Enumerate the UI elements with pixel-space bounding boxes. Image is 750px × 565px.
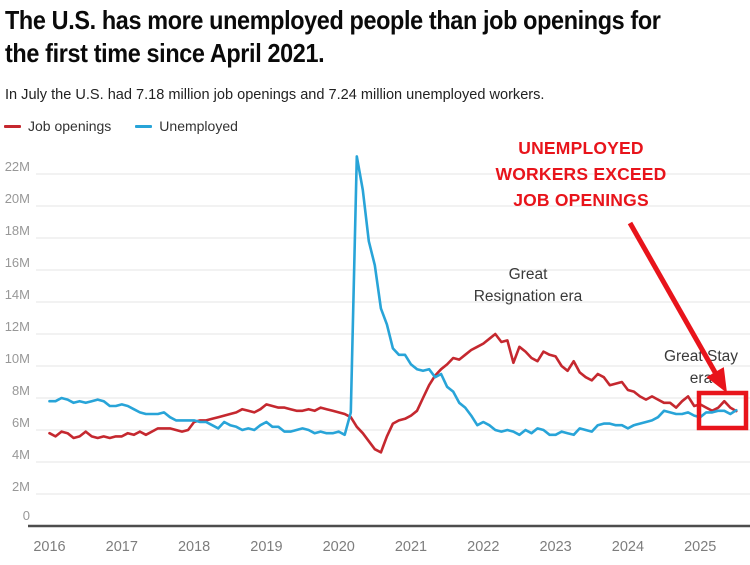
- y-tick-label: 14M: [5, 287, 30, 302]
- y-tick-label: 6M: [12, 415, 30, 430]
- line-unemployed: [48, 155, 738, 437]
- y-tick-label: 10M: [5, 351, 30, 366]
- unemployed-swatch: [135, 124, 153, 128]
- x-tick-label: 2016: [33, 539, 65, 555]
- callout-line1: UNEMPLOYED: [518, 140, 643, 158]
- line-job-openings: [48, 332, 738, 454]
- callout-line2: WORKERS EXCEED: [495, 164, 666, 184]
- callout-arrow-line: [627, 221, 719, 376]
- x-tick-label: 2025: [684, 539, 716, 555]
- legend-label-job-openings: Job openings: [28, 118, 112, 134]
- y-tick-label: 8M: [12, 383, 30, 398]
- y-tick-label: 18M: [5, 223, 30, 238]
- x-tick-label: 2022: [467, 539, 499, 555]
- legend-item-job-openings: Job openings: [4, 118, 111, 134]
- y-tick-label: 12M: [5, 319, 30, 334]
- highlight-box: [696, 390, 749, 431]
- x-tick-label: 2024: [612, 539, 644, 555]
- series-layer: [48, 155, 738, 454]
- callout-line3: JOB OPENINGS: [513, 190, 649, 210]
- y-tick-label: 16M: [5, 255, 30, 270]
- x-tick-label: 2020: [323, 539, 355, 555]
- y-tick-label: 20M: [5, 191, 30, 206]
- callout-arrow-head: [706, 367, 727, 393]
- y-axis-labels: 0 2M 4M 6M 8M 10M 12M 14M 16M 18M 20M 22M: [5, 159, 30, 523]
- x-tick-label: 2021: [395, 539, 427, 555]
- chart-area: 0 2M 4M 6M 8M 10M 12M 14M 16M 18M 20M 22M 2016 2017 2…: [0, 138, 750, 560]
- y-tick-label: 4M: [12, 447, 30, 462]
- title-line-2: the first time since April 2021.: [5, 38, 325, 68]
- legend-item-unemployed: Unemployed: [135, 118, 238, 134]
- callout-annotation: UNEMPLOYED WORKERS EXCEED JOB OPENINGS: [495, 138, 749, 431]
- x-tick-label: 2019: [250, 539, 282, 555]
- title-line-1: The U.S. has more unemployed people than…: [5, 5, 661, 35]
- x-tick-label: 2023: [539, 539, 571, 555]
- great-resignation-line1: Great: [509, 266, 548, 283]
- y-tick-label: 0: [23, 508, 30, 523]
- y-tick-label: 2M: [12, 479, 30, 494]
- y-tick-label: 22M: [5, 159, 30, 174]
- legend: Job openings Unemployed: [4, 118, 238, 134]
- x-tick-label: 2018: [178, 539, 210, 555]
- great-resignation-line2: Resignation era: [474, 288, 583, 305]
- great-stay-line1: Great Stay: [664, 348, 738, 365]
- great-resignation-era-label: Great Resignation era: [474, 266, 583, 305]
- job-openings-swatch: [4, 124, 21, 128]
- x-axis-labels: 2016 2017 2018 2019 2020 2021 2022 2023 2024 2025: [33, 539, 716, 555]
- page-title: The U.S. has more unemployed people than…: [5, 4, 661, 70]
- great-stay-era-label: Great Stay era: [664, 348, 738, 387]
- x-tick-label: 2017: [106, 539, 138, 555]
- great-stay-line2: era: [690, 370, 713, 387]
- chart-subtitle: In July the U.S. had 7.18 million job op…: [5, 86, 545, 103]
- grid-layer: [28, 173, 750, 528]
- legend-label-unemployed: Unemployed: [159, 118, 238, 134]
